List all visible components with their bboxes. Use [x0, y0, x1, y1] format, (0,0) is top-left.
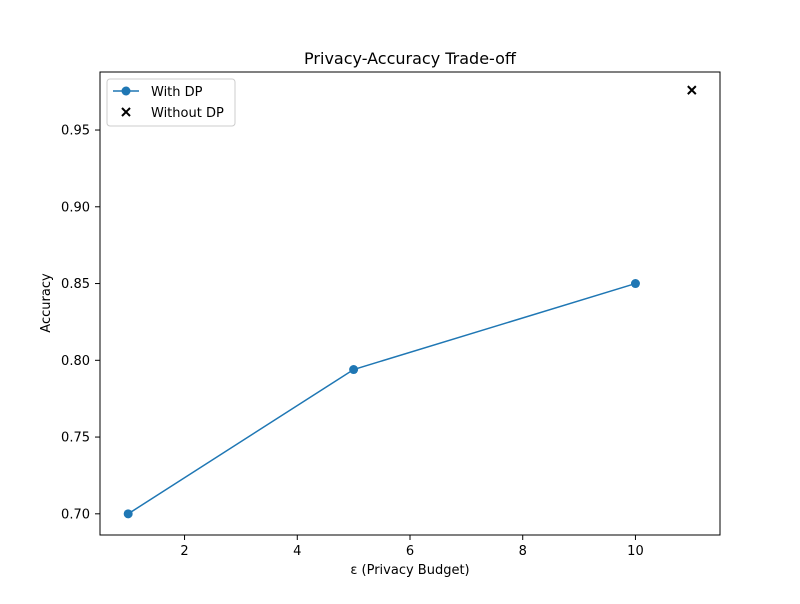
with-dp-point [123, 509, 133, 519]
chart-title: Privacy-Accuracy Trade-off [304, 49, 517, 68]
legend-without-dp-label: Without DP [151, 106, 224, 121]
y-tick-label: 0.95 [61, 124, 90, 139]
y-axis: 0.70 0.75 0.80 0.85 0.90 0.95 [61, 124, 100, 522]
with-dp-point [349, 365, 359, 375]
x-axis-label: ε (Privacy Budget) [350, 563, 469, 578]
y-tick-label: 0.85 [61, 277, 90, 292]
y-tick-label: 0.75 [61, 431, 90, 446]
legend: With DP Without DP [106, 78, 236, 127]
x-tick-label: 2 [180, 544, 188, 559]
y-axis-label: Accuracy [39, 273, 54, 333]
x-tick-label: 10 [627, 544, 644, 559]
without-dp-point [687, 85, 697, 95]
x-tick-label: 6 [406, 544, 414, 559]
legend-with-dp-marker [121, 86, 131, 96]
with-dp-point [630, 279, 640, 289]
x-axis: 2 4 6 8 10 [180, 535, 644, 559]
y-tick-label: 0.70 [61, 507, 90, 522]
x-tick-label: 8 [519, 544, 527, 559]
legend-without-dp-marker [121, 107, 131, 117]
x-tick-label: 4 [293, 544, 301, 559]
y-tick-label: 0.80 [61, 354, 90, 369]
plot-layer [123, 85, 697, 519]
y-tick-label: 0.90 [61, 200, 90, 215]
legend-with-dp-label: With DP [151, 85, 203, 100]
